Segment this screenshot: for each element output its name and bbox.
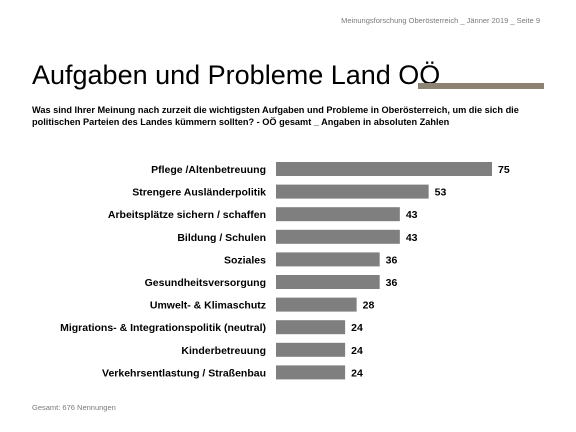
- value-label-1: 53: [435, 187, 447, 199]
- value-label-7: 24: [351, 322, 363, 334]
- category-label-8: Kinderbetreuung: [181, 345, 266, 357]
- bar-3: [276, 229, 400, 244]
- category-label-9: Verkehrsentlastung / Straßenbau: [102, 367, 266, 379]
- bar-1: [276, 184, 429, 199]
- bar-9: [276, 365, 346, 380]
- page-title: Aufgaben und Probleme Land OÖ: [32, 60, 441, 90]
- bar-2: [276, 207, 400, 222]
- category-label-3: Bildung / Schulen: [177, 232, 266, 244]
- category-label-0: Pflege /Altenbetreuung: [151, 164, 266, 176]
- category-label-5: Gesundheitsversorgung: [145, 277, 266, 289]
- bar-6: [276, 297, 357, 312]
- title-accent-rule: [418, 83, 544, 89]
- bar-0: [276, 162, 492, 176]
- category-label-7: Migrations- & Integrationspolitik (neutr…: [60, 322, 266, 334]
- category-label-4: Soziales: [224, 254, 266, 266]
- bar-4: [276, 252, 380, 267]
- value-label-3: 43: [406, 232, 418, 244]
- value-label-4: 36: [386, 254, 398, 266]
- chart-question: Was sind Ihrer Meinung nach zurzeit die …: [32, 105, 519, 127]
- value-label-0: 75: [498, 164, 510, 176]
- value-label-5: 36: [386, 277, 398, 289]
- bar-7: [276, 320, 346, 335]
- category-label-2: Arbeitsplätze sichern / schaffen: [108, 209, 266, 221]
- bar-5: [276, 275, 380, 289]
- category-label-6: Umwelt- & Klimaschutz: [150, 300, 266, 312]
- footer-total: Gesamt: 676 Nennungen: [32, 403, 116, 412]
- value-label-9: 24: [351, 367, 363, 379]
- header-source-line: Meinungsforschung Oberösterreich _ Jänne…: [341, 16, 540, 25]
- value-label-2: 43: [406, 209, 418, 221]
- value-label-8: 24: [351, 345, 363, 357]
- value-label-6: 28: [363, 300, 375, 312]
- bar-8: [276, 342, 346, 357]
- category-label-1: Strengere Ausländerpolitik: [132, 187, 266, 199]
